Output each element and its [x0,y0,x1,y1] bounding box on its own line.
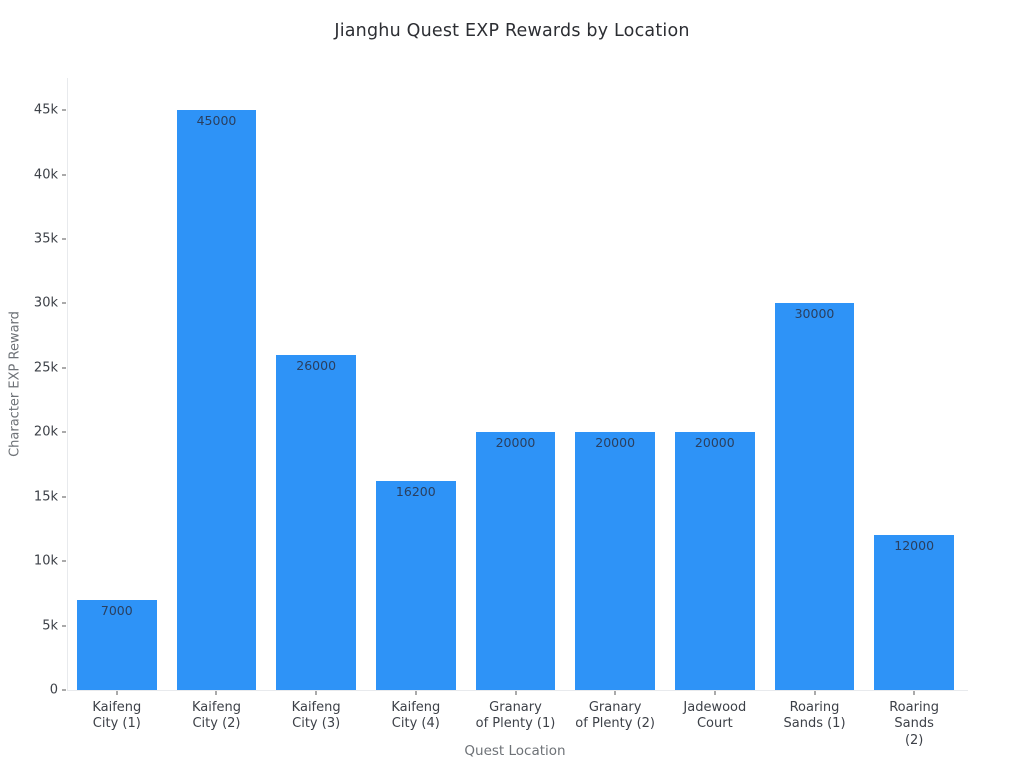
y-tick-label: 35k [33,231,58,247]
y-tick-mark [62,174,66,176]
x-tick-label: Jadewood Court [683,700,747,732]
plot-area: 0 5k 10k 15k 20k 25k 30k 35k 40k 45k 7000 Kaifeng C… [34,78,968,748]
bar-5[interactable]: 20000 [475,432,556,690]
x-axis-title: Quest Location [464,743,566,759]
x-axis-line [67,690,968,691]
x-tick-mark [415,691,417,695]
y-tick-mark [62,109,66,111]
y-tick-mark [62,560,66,562]
x-tick-label: Granary of Plenty (2) [575,700,656,732]
bar-value-label: 45000 [196,113,237,129]
x-tick-mark [315,691,317,695]
x-tick-label: Kaifeng City (1) [92,700,142,732]
y-tick-label: 20k [33,424,58,440]
bar-7[interactable]: 20000 [674,432,755,690]
x-tick-label: Roaring Sands (2) [889,700,940,748]
x-tick-label: Kaifeng City (3) [291,700,341,732]
bar-6[interactable]: 20000 [575,432,656,690]
y-axis-title: Character EXP Reward [7,311,23,457]
y-tick-mark [62,496,66,498]
y-tick-mark [62,625,66,627]
x-tick-mark [614,691,616,695]
y-tick-label: 10k [33,553,58,569]
bar-value-label: 20000 [595,435,636,451]
bar-value-label: 7000 [100,602,133,618]
y-tick-label: 40k [33,167,58,183]
y-tick-mark [62,302,66,304]
x-tick-label: Kaifeng City (4) [391,700,441,732]
y-tick-mark [62,238,66,240]
x-tick-mark [714,691,716,695]
x-tick-label: Kaifeng City (2) [192,700,241,732]
y-tick-mark [62,431,66,433]
y-axis-line [67,78,68,690]
y-tick-label: 25k [33,360,58,376]
bar-2[interactable]: 45000 [176,110,257,690]
bar-value-label: 20000 [694,435,735,451]
bar-value-label: 20000 [495,435,536,451]
bar-value-label: 12000 [894,538,935,554]
bar-9[interactable]: 12000 [874,535,955,690]
chart-title: Jianghu Quest EXP Rewards by Location [334,21,690,41]
bar-value-label: 30000 [794,306,835,322]
y-tick-mark [62,367,66,369]
x-tick-mark [913,691,915,695]
bar-8[interactable]: 30000 [774,303,855,690]
y-tick-label: 45k [33,102,58,118]
x-tick-mark [515,691,516,695]
bar-4[interactable]: 16200 [375,481,456,690]
y-tick-mark [62,689,66,691]
bar-value-label: 16200 [395,484,436,500]
x-tick-label: Roaring Sands (1) [783,700,846,732]
x-tick-label: Granary of Plenty (1) [475,700,556,732]
x-tick-mark [814,691,815,695]
y-tick-label: 15k [33,489,58,505]
y-tick-label: 5k [42,618,58,634]
y-tick-label: 30k [33,295,58,311]
bar-3[interactable]: 26000 [276,355,357,690]
x-tick-mark [215,691,217,695]
bar-1[interactable]: 7000 [76,599,157,690]
y-tick-label: 0 [49,682,58,698]
bar-value-label: 26000 [296,358,337,374]
x-tick-mark [116,691,118,695]
